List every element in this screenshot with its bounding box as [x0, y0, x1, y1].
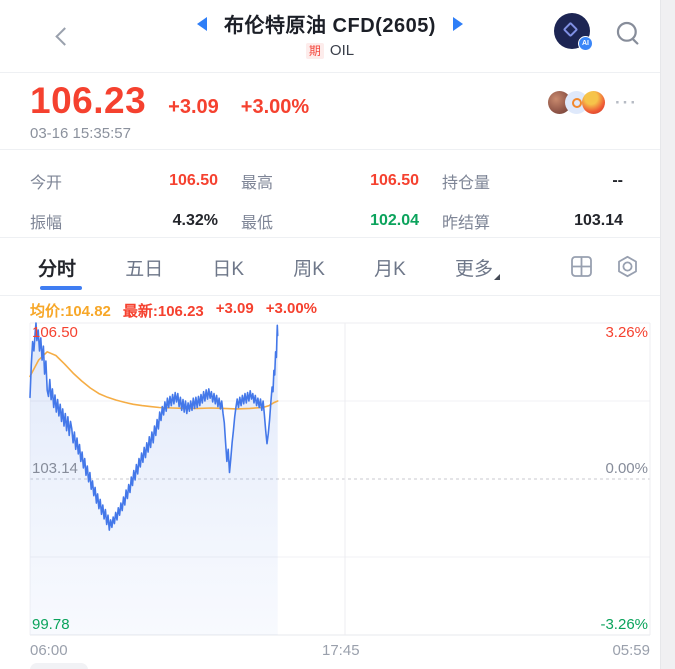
quote-timestamp: 03-16 15:35:57 [30, 125, 131, 142]
title-block: 布伦特原油 CFD(2605) 期 OIL [120, 9, 540, 59]
tab-monthly-k[interactable]: 月K [374, 258, 406, 280]
weibo-glyph [571, 97, 582, 108]
stat-open-interest: 持仓量 -- [442, 171, 623, 192]
grid-layout-icon[interactable] [570, 255, 593, 278]
y-label-low: 99.78 [32, 616, 70, 633]
page-title: 布伦特原油 CFD(2605) [224, 15, 436, 37]
tab-five-day[interactable]: 五日 [125, 258, 164, 280]
next-instrument-arrow-icon[interactable] [452, 16, 463, 31]
intraday-chart[interactable]: 106.50 3.26% 103.14 0.00% 99.78 -3.26% 0… [0, 318, 660, 666]
more-options-icon[interactable]: ··· [615, 92, 638, 112]
y-label-high: 106.50 [32, 324, 78, 341]
x-label-mid: 17:45 [322, 642, 360, 659]
chart-tab-bar: 分时 五日 日K 周K 月K 更多 [0, 239, 660, 296]
stats-grid: 今开 106.50 最高 106.50 持仓量 -- 振幅 4.32% 最低 1… [0, 151, 660, 238]
active-tab-underline [40, 286, 82, 290]
stat-high: 最高 106.50 [241, 171, 419, 192]
legend-change: +3.09 [215, 300, 254, 317]
price-change-percent: +3.00% [240, 96, 310, 118]
stat-prev-settlement: 昨结算 103.14 [442, 212, 623, 233]
broker-logo-icon[interactable]: AI [554, 13, 593, 51]
back-chevron-icon [55, 27, 74, 46]
stat-amplitude: 振幅 4.32% [30, 212, 218, 233]
x-label-end: 05:59 [612, 642, 650, 659]
search-icon[interactable] [614, 19, 642, 47]
share-avatar-2-icon[interactable] [582, 91, 606, 114]
tab-weekly-k[interactable]: 周K [293, 258, 325, 280]
quote-section: 106.23 +3.09 +3.00% 03-16 15:35:57 ··· [0, 74, 660, 150]
last-price: 106.23 [30, 80, 147, 121]
cutoff-bottom-pill [30, 663, 88, 669]
y-label-baseline-pct: 0.00% [605, 460, 648, 477]
legend-change-pct: +3.00% [265, 300, 318, 317]
header: 布伦特原油 CFD(2605) 期 OIL AI [0, 0, 660, 73]
right-background-strip [660, 0, 675, 669]
symbol-label: OIL [329, 42, 355, 59]
ai-badge: AI [578, 36, 593, 51]
more-tabs-caret-icon [493, 273, 500, 280]
chart-legend: 均价:104.82 最新:106.23 +3.09 +3.00% [30, 300, 317, 321]
y-label-high-pct: 3.26% [605, 324, 648, 341]
logo-diamond-icon [562, 21, 579, 38]
prev-instrument-arrow-icon[interactable] [197, 16, 207, 31]
y-label-baseline: 103.14 [32, 460, 78, 477]
tab-intraday[interactable]: 分时 [38, 258, 77, 280]
futures-type-badge: 期 [305, 42, 324, 59]
settings-gear-icon[interactable] [616, 255, 639, 278]
tab-more[interactable]: 更多 [455, 254, 500, 281]
latest-price-label: 最新:106.23 [122, 303, 204, 320]
stat-low: 最低 102.04 [241, 212, 419, 233]
avg-price-label: 均价:104.82 [30, 303, 111, 320]
y-label-low-pct: -3.26% [600, 616, 648, 633]
tab-daily-k[interactable]: 日K [212, 258, 245, 280]
stat-open: 今开 106.50 [30, 171, 218, 192]
price-change: +3.09 [168, 96, 219, 118]
chart-canvas [29, 322, 651, 636]
x-label-start: 06:00 [30, 642, 68, 659]
back-button[interactable] [52, 22, 82, 52]
